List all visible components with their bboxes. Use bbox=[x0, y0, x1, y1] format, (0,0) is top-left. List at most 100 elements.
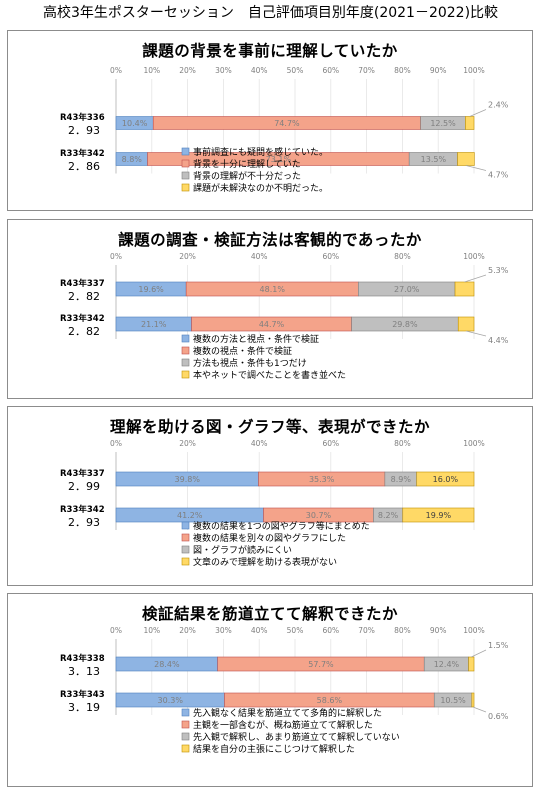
row-label: R33年342 bbox=[60, 148, 105, 159]
legend-swatch bbox=[181, 147, 190, 156]
bar-segment bbox=[457, 152, 475, 166]
legend-label: 先入観で解釈し、あまり筋道立てて解釈していない bbox=[193, 731, 400, 743]
x-tick-label: 10% bbox=[143, 66, 160, 75]
x-tick-label: 80% bbox=[394, 66, 411, 75]
legend-swatch bbox=[181, 708, 190, 717]
x-tick-label: 30% bbox=[215, 66, 232, 75]
x-tick-label: 10% bbox=[143, 626, 160, 635]
row-label: R33年343 bbox=[60, 689, 105, 700]
legend-label: 背景の理解が不十分だった bbox=[193, 170, 301, 182]
legend-swatch bbox=[181, 521, 190, 530]
row-label: R43年337 bbox=[60, 278, 105, 289]
page-title: 高校3年生ポスターセッション 自己評価項目別年度(2021－2022)比較 bbox=[42, 5, 499, 21]
x-tick-label: 30% bbox=[215, 626, 232, 635]
label-leader-line bbox=[471, 649, 487, 658]
x-tick-label: 70% bbox=[358, 626, 375, 635]
x-tick-label: 0% bbox=[110, 66, 122, 75]
x-tick-label: 90% bbox=[430, 66, 447, 75]
legend-swatch bbox=[181, 545, 190, 554]
label-leader-line bbox=[472, 706, 487, 713]
legend-label: 方法も視点・条件も1つだけ bbox=[193, 357, 307, 369]
row-label: R43年337 bbox=[60, 468, 105, 479]
x-tick-label: 40% bbox=[251, 439, 268, 448]
legend-label: 複数の結果を1つの図やグラフ等にまとめた bbox=[193, 520, 370, 532]
legend-label: 主観を一部含むが、概ね筋道立てて解釈した bbox=[193, 719, 373, 731]
row-label: R43年338 bbox=[60, 653, 105, 664]
label-leader-line bbox=[465, 165, 487, 171]
row-label: R33年342 bbox=[60, 313, 105, 324]
legend-label: 文章のみで理解を助ける表現がない bbox=[193, 556, 337, 568]
x-tick-label: 60% bbox=[322, 66, 339, 75]
legend-label: 図・グラフが読みにくい bbox=[193, 544, 292, 556]
chart-panel-background: 課題の背景を事前に理解していたか 0% 10% 20% 30% 40% 50% 60% 70%… bbox=[7, 30, 533, 211]
label-leader-line bbox=[464, 274, 487, 283]
data-label: 1.5% bbox=[488, 641, 509, 650]
bar-segment bbox=[468, 656, 475, 672]
legend-swatch bbox=[181, 557, 190, 566]
label-leader-line bbox=[469, 109, 487, 117]
legend-swatch bbox=[181, 720, 190, 729]
chart-title: 理解を助ける図・グラフ等、表現ができたか bbox=[109, 418, 430, 436]
data-label: 0.6% bbox=[488, 712, 509, 721]
legend-label: 複数の結果を別々の図やグラフにした bbox=[193, 532, 346, 544]
bar-segment bbox=[457, 316, 475, 332]
data-label: 73.1% bbox=[266, 155, 292, 164]
row-score: 3．19 bbox=[68, 701, 100, 714]
row-label: R43年336 bbox=[60, 112, 105, 123]
bar-segment bbox=[402, 507, 475, 523]
data-label: 35.3% bbox=[309, 475, 335, 484]
chart-title: 課題の調査・検証方法は客観的であったか bbox=[118, 231, 422, 249]
legend-label: 事前調査にも疑問を感じていた。 bbox=[193, 146, 328, 158]
data-label: 12.5% bbox=[430, 119, 456, 128]
x-tick-label: 20% bbox=[179, 439, 196, 448]
bar-segment bbox=[471, 692, 475, 708]
row-score: 2．82 bbox=[68, 325, 100, 338]
chart-panel-expression: 理解を助ける図・グラフ等、表現ができたか 0% 20% 40% 60% 80% 100% R… bbox=[7, 406, 533, 586]
x-tick-label: 40% bbox=[251, 252, 268, 261]
data-label: 39.8% bbox=[175, 475, 201, 484]
data-label: 12.4% bbox=[434, 660, 460, 669]
data-label: 28.4% bbox=[154, 660, 180, 669]
row-label: R33年342 bbox=[60, 504, 105, 515]
x-tick-label: 20% bbox=[179, 66, 196, 75]
legend-swatch bbox=[181, 744, 190, 753]
bar-segment bbox=[416, 471, 475, 487]
x-tick-label: 100% bbox=[463, 626, 484, 635]
data-label: 19.6% bbox=[138, 285, 164, 294]
x-tick-label: 70% bbox=[358, 66, 375, 75]
legend-label: 背景を十分に理解していた bbox=[193, 158, 301, 170]
x-tick-label: 40% bbox=[251, 626, 268, 635]
data-label: 19.9% bbox=[426, 511, 452, 520]
data-label: 29.8% bbox=[392, 320, 418, 329]
x-tick-label: 100% bbox=[463, 252, 484, 261]
row-score: 2．99 bbox=[68, 480, 100, 493]
legend-label: 先入観なく結果を筋道立てて多角的に解釈した bbox=[193, 707, 382, 719]
data-label: 48.1% bbox=[260, 285, 286, 294]
data-label: 16.0% bbox=[433, 475, 459, 484]
data-label: 2.4% bbox=[488, 101, 509, 110]
row-score: 2．86 bbox=[68, 160, 100, 173]
x-tick-label: 20% bbox=[179, 626, 196, 635]
data-label: 30.3% bbox=[158, 696, 184, 705]
legend-swatch bbox=[181, 171, 190, 180]
label-leader-line bbox=[466, 330, 487, 337]
data-label: 57.7% bbox=[308, 660, 334, 669]
data-label: 5.3% bbox=[488, 266, 509, 275]
chart-panel-method: 課題の調査・検証方法は客観的であったか 0% 20% 40% 60% 80% 100% R4… bbox=[7, 219, 533, 399]
legend-swatch bbox=[181, 183, 190, 192]
x-tick-label: 100% bbox=[463, 66, 484, 75]
legend-label: 課題が未解決なのか不明だった。 bbox=[193, 182, 328, 194]
chart-interpretation-svg: 0% 10% 20% 30% 40% 50% 60% 70% 80% 90% 100% R43年338… bbox=[60, 626, 509, 755]
chart-background-svg: 0% 10% 20% 30% 40% 50% 60% 70% 80% 90% 100% R43年336… bbox=[60, 66, 509, 194]
legend-swatch bbox=[181, 533, 190, 542]
data-label: 21.1% bbox=[141, 320, 167, 329]
data-label: 74.7% bbox=[274, 119, 300, 128]
legend-swatch bbox=[181, 159, 190, 168]
x-tick-label: 100% bbox=[463, 439, 484, 448]
chart-panel-interpretation: 検証結果を筋道立てて解釈できたか 0% 10% 20% 30% 40% 50% 60% 70%… bbox=[7, 593, 533, 787]
x-tick-label: 50% bbox=[287, 626, 304, 635]
x-tick-label: 80% bbox=[394, 439, 411, 448]
legend-label: 複数の方法と視点・条件で検証 bbox=[193, 333, 319, 345]
